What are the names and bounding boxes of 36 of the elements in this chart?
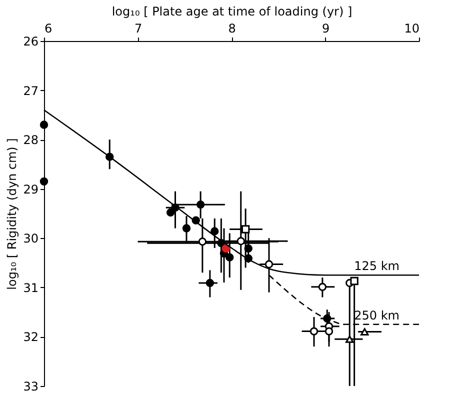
- y-tick-label: 33: [23, 380, 38, 394]
- y-axis-title: log₁₀ [ Rigidity (dyn cm) ]: [5, 138, 20, 290]
- point: [318, 282, 327, 292]
- point: [222, 244, 230, 253]
- point: [241, 225, 250, 234]
- point: [310, 327, 318, 336]
- point: [324, 327, 334, 336]
- point: [360, 328, 369, 336]
- point: [198, 237, 207, 246]
- x-tick-label: 10: [404, 22, 420, 36]
- point: [40, 120, 48, 129]
- point: [350, 276, 358, 286]
- point: [210, 227, 219, 236]
- point: [40, 177, 48, 186]
- point: [196, 200, 205, 209]
- y-tick-label: 28: [23, 133, 38, 148]
- x-tick-label: 8: [228, 22, 236, 36]
- y-tick-label: 29: [23, 182, 38, 196]
- point: [166, 208, 175, 217]
- point: [182, 224, 191, 232]
- x-axis-title: log₁₀ [ Plate age at time of loading (yr) ]: [112, 4, 352, 18]
- annotation: 125 km: [354, 259, 400, 274]
- x-tick-label: 9: [322, 22, 330, 36]
- y-tick-label: 32: [23, 330, 38, 344]
- x-tick-label: 6: [44, 22, 52, 36]
- annotation: 250 km: [354, 308, 400, 322]
- x-tick-label: 7: [134, 22, 142, 36]
- y-tick-label: 27: [23, 84, 38, 98]
- point: [264, 260, 274, 268]
- point: [226, 253, 234, 262]
- y-tick-label: 31: [23, 280, 38, 295]
- y-tick-label: 26: [23, 34, 38, 48]
- point: [346, 336, 354, 343]
- y-tick-label: 30: [23, 232, 38, 246]
- point: [236, 237, 245, 246]
- point: [206, 278, 214, 288]
